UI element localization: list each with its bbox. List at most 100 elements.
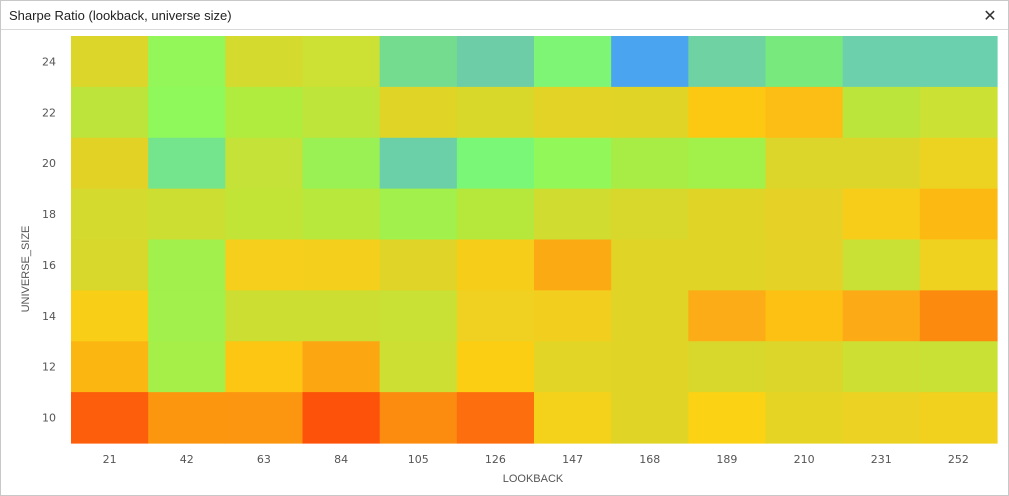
- heatmap-cell[interactable]: [456, 239, 535, 291]
- heatmap-cell[interactable]: [379, 290, 458, 342]
- y-tick-label: 22: [42, 106, 56, 119]
- heatmap-cell[interactable]: [302, 137, 381, 190]
- heatmap-cell[interactable]: [225, 392, 304, 444]
- heatmap-cell[interactable]: [611, 392, 689, 444]
- heatmap-cell[interactable]: [302, 290, 381, 342]
- heatmap-cell[interactable]: [71, 239, 149, 291]
- heatmap-cell[interactable]: [534, 341, 612, 393]
- heatmap-cell[interactable]: [302, 188, 381, 241]
- heatmap-cell[interactable]: [534, 290, 612, 342]
- heatmap-cell[interactable]: [534, 392, 612, 444]
- heatmap-cell[interactable]: [71, 86, 149, 139]
- heatmap-cell[interactable]: [919, 188, 998, 241]
- heatmap-cell[interactable]: [379, 239, 458, 291]
- heatmap-cell[interactable]: [379, 392, 458, 444]
- heatmap-cell[interactable]: [611, 239, 689, 291]
- heatmap-cell[interactable]: [225, 290, 304, 342]
- heatmap-cell[interactable]: [148, 188, 226, 241]
- heatmap-cell[interactable]: [842, 239, 921, 291]
- heatmap-cell[interactable]: [456, 188, 535, 241]
- x-axis-ticks: 21 42 63 84 105 126 147 168 189 210 231 252: [103, 453, 969, 466]
- heatmap-cell[interactable]: [302, 392, 381, 444]
- heatmap-cell[interactable]: [919, 86, 998, 139]
- heatmap-cell[interactable]: [688, 239, 767, 291]
- heatmap-cell[interactable]: [148, 392, 226, 444]
- heatmap-cell[interactable]: [842, 188, 921, 241]
- heatmap-cell[interactable]: [534, 239, 612, 291]
- heatmap-cell[interactable]: [379, 341, 458, 393]
- heatmap-cell[interactable]: [71, 341, 149, 393]
- heatmap-cell[interactable]: [765, 290, 844, 342]
- heatmap-cell[interactable]: [842, 392, 921, 444]
- close-icon[interactable]: ✕: [983, 5, 997, 25]
- heatmap-cell[interactable]: [71, 137, 149, 190]
- heatmap-cell[interactable]: [534, 36, 612, 88]
- heatmap-cell[interactable]: [919, 341, 998, 393]
- heatmap-cell[interactable]: [225, 36, 304, 88]
- heatmap-cell[interactable]: [919, 36, 998, 88]
- heatmap-cell[interactable]: [456, 36, 535, 88]
- heatmap-cell[interactable]: [456, 392, 535, 444]
- heatmap-cell[interactable]: [379, 36, 458, 88]
- heatmap-cell[interactable]: [688, 290, 767, 342]
- heatmap-cell[interactable]: [611, 86, 689, 139]
- heatmap-cell[interactable]: [225, 86, 304, 139]
- heatmap-cell[interactable]: [534, 188, 612, 241]
- heatmap-cell[interactable]: [688, 36, 767, 88]
- heatmap-cell[interactable]: [919, 392, 998, 444]
- heatmap-cell[interactable]: [225, 188, 304, 241]
- heatmap-cell[interactable]: [765, 392, 844, 444]
- heatmap-cell[interactable]: [148, 239, 226, 291]
- heatmap-cell[interactable]: [71, 188, 149, 241]
- heatmap-cell[interactable]: [688, 341, 767, 393]
- heatmap-cell[interactable]: [379, 137, 458, 190]
- heatmap-cell[interactable]: [302, 239, 381, 291]
- heatmap-cell[interactable]: [765, 36, 844, 88]
- heatmap-cell[interactable]: [842, 341, 921, 393]
- heatmap-cell[interactable]: [765, 137, 844, 190]
- heatmap-cell[interactable]: [302, 36, 381, 88]
- heatmap-cell[interactable]: [225, 239, 304, 291]
- x-tick-label: 210: [794, 453, 815, 466]
- heatmap-cell[interactable]: [611, 341, 689, 393]
- heatmap-cell[interactable]: [456, 137, 535, 190]
- heatmap-cell[interactable]: [765, 341, 844, 393]
- heatmap-cell[interactable]: [379, 86, 458, 139]
- heatmap-cell[interactable]: [456, 86, 535, 139]
- heatmap-cell[interactable]: [842, 290, 921, 342]
- heatmap-cell[interactable]: [302, 341, 381, 393]
- heatmap-cell[interactable]: [688, 86, 767, 139]
- heatmap-cell[interactable]: [148, 290, 226, 342]
- heatmap-cell[interactable]: [302, 86, 381, 139]
- heatmap-cell[interactable]: [919, 137, 998, 190]
- heatmap-cell[interactable]: [148, 341, 226, 393]
- heatmap-cell[interactable]: [611, 36, 689, 88]
- heatmap-cell[interactable]: [765, 86, 844, 139]
- heatmap-cell[interactable]: [842, 137, 921, 190]
- heatmap-cell[interactable]: [71, 290, 149, 342]
- heatmap-cell[interactable]: [842, 86, 921, 139]
- heatmap-cell[interactable]: [919, 239, 998, 291]
- heatmap-cell[interactable]: [611, 137, 689, 190]
- heatmap-cell[interactable]: [456, 290, 535, 342]
- heatmap-cell[interactable]: [225, 341, 304, 393]
- heatmap-cell[interactable]: [71, 36, 149, 88]
- heatmap-cell[interactable]: [71, 392, 149, 444]
- heatmap-cell[interactable]: [611, 290, 689, 342]
- heatmap-cell[interactable]: [534, 137, 612, 190]
- heatmap-cell[interactable]: [611, 188, 689, 241]
- heatmap-cell[interactable]: [148, 36, 226, 88]
- heatmap-cell[interactable]: [919, 290, 998, 342]
- heatmap-cell[interactable]: [842, 36, 921, 88]
- heatmap-cell[interactable]: [379, 188, 458, 241]
- heatmap-cell[interactable]: [148, 137, 226, 190]
- heatmap-cell[interactable]: [225, 137, 304, 190]
- heatmap-cell[interactable]: [534, 86, 612, 139]
- heatmap-cell[interactable]: [765, 188, 844, 241]
- heatmap-cell[interactable]: [688, 188, 767, 241]
- heatmap-cell[interactable]: [148, 86, 226, 139]
- heatmap-cell[interactable]: [765, 239, 844, 291]
- heatmap-cell[interactable]: [688, 137, 767, 190]
- heatmap-cell[interactable]: [688, 392, 767, 444]
- heatmap-cell[interactable]: [456, 341, 535, 393]
